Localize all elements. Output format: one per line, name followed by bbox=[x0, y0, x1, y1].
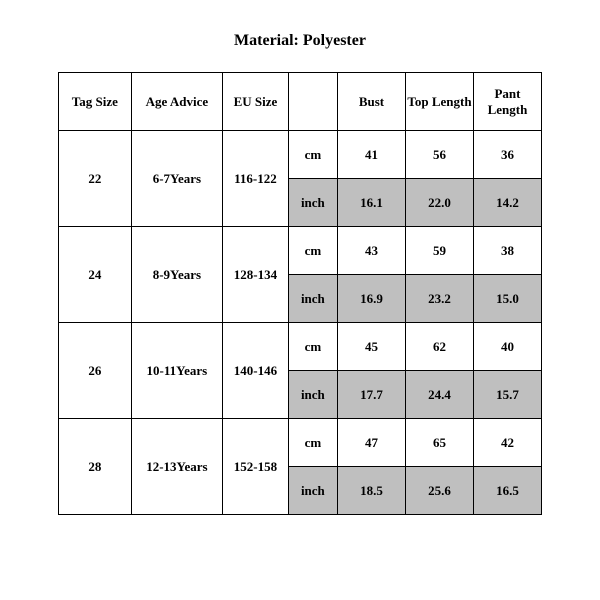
cell-pant-length: 15.7 bbox=[473, 371, 541, 419]
table-row: 28 12-13Years 152-158 cm 47 65 42 bbox=[59, 419, 542, 467]
cell-tag-size: 22 bbox=[59, 131, 132, 227]
cell-pant-length: 40 bbox=[473, 323, 541, 371]
col-top-length: Top Length bbox=[405, 73, 473, 131]
cell-unit-inch: inch bbox=[288, 275, 337, 323]
cell-top-length: 25.6 bbox=[405, 467, 473, 515]
cell-top-length: 65 bbox=[405, 419, 473, 467]
cell-pant-length: 15.0 bbox=[473, 275, 541, 323]
col-tag-size: Tag Size bbox=[59, 73, 132, 131]
col-age-advice: Age Advice bbox=[131, 73, 222, 131]
cell-top-length: 23.2 bbox=[405, 275, 473, 323]
col-unit bbox=[288, 73, 337, 131]
col-eu-size: EU Size bbox=[223, 73, 289, 131]
cell-top-length: 56 bbox=[405, 131, 473, 179]
cell-pant-length: 14.2 bbox=[473, 179, 541, 227]
cell-top-length: 59 bbox=[405, 227, 473, 275]
cell-top-length: 22.0 bbox=[405, 179, 473, 227]
table-header-row: Tag Size Age Advice EU Size Bust Top Len… bbox=[59, 73, 542, 131]
cell-bust: 43 bbox=[337, 227, 405, 275]
cell-bust: 47 bbox=[337, 419, 405, 467]
cell-tag-size: 26 bbox=[59, 323, 132, 419]
cell-bust: 41 bbox=[337, 131, 405, 179]
cell-eu-size: 116-122 bbox=[223, 131, 289, 227]
cell-bust: 45 bbox=[337, 323, 405, 371]
table-body: 22 6-7Years 116-122 cm 41 56 36 inch 16.… bbox=[59, 131, 542, 515]
page-title: Material: Polyester bbox=[58, 24, 542, 72]
cell-unit-cm: cm bbox=[288, 419, 337, 467]
page: Material: Polyester Tag Size Age Advice … bbox=[0, 0, 600, 600]
col-pant-length: Pant Length bbox=[473, 73, 541, 131]
cell-age-advice: 6-7Years bbox=[131, 131, 222, 227]
cell-unit-cm: cm bbox=[288, 227, 337, 275]
cell-bust: 16.1 bbox=[337, 179, 405, 227]
cell-bust: 18.5 bbox=[337, 467, 405, 515]
table-row: 26 10-11Years 140-146 cm 45 62 40 bbox=[59, 323, 542, 371]
cell-unit-inch: inch bbox=[288, 467, 337, 515]
cell-unit-cm: cm bbox=[288, 131, 337, 179]
cell-bust: 17.7 bbox=[337, 371, 405, 419]
table-row: 24 8-9Years 128-134 cm 43 59 38 bbox=[59, 227, 542, 275]
cell-eu-size: 140-146 bbox=[223, 323, 289, 419]
cell-eu-size: 128-134 bbox=[223, 227, 289, 323]
cell-eu-size: 152-158 bbox=[223, 419, 289, 515]
cell-pant-length: 42 bbox=[473, 419, 541, 467]
cell-bust: 16.9 bbox=[337, 275, 405, 323]
col-bust: Bust bbox=[337, 73, 405, 131]
cell-top-length: 24.4 bbox=[405, 371, 473, 419]
cell-top-length: 62 bbox=[405, 323, 473, 371]
cell-age-advice: 8-9Years bbox=[131, 227, 222, 323]
cell-age-advice: 10-11Years bbox=[131, 323, 222, 419]
size-chart-table: Tag Size Age Advice EU Size Bust Top Len… bbox=[58, 72, 542, 515]
cell-unit-inch: inch bbox=[288, 371, 337, 419]
cell-tag-size: 28 bbox=[59, 419, 132, 515]
cell-pant-length: 38 bbox=[473, 227, 541, 275]
cell-pant-length: 16.5 bbox=[473, 467, 541, 515]
cell-age-advice: 12-13Years bbox=[131, 419, 222, 515]
cell-tag-size: 24 bbox=[59, 227, 132, 323]
table-row: 22 6-7Years 116-122 cm 41 56 36 bbox=[59, 131, 542, 179]
cell-unit-cm: cm bbox=[288, 323, 337, 371]
cell-pant-length: 36 bbox=[473, 131, 541, 179]
cell-unit-inch: inch bbox=[288, 179, 337, 227]
